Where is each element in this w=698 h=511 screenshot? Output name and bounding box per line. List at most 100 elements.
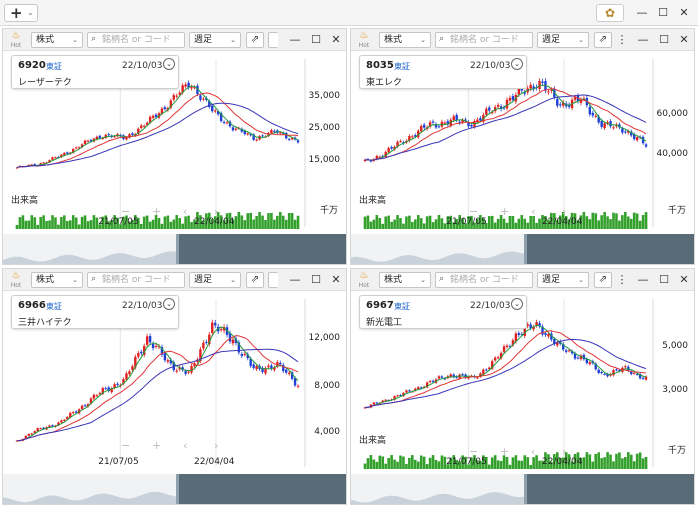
candle-body (216, 111, 220, 115)
hot-button[interactable]: ♨ Hot (354, 30, 374, 50)
symbol-search-input[interactable] (450, 34, 530, 46)
panel-minimize-button[interactable]: — (289, 273, 301, 286)
candle-body (434, 124, 438, 128)
panel-minimize-button[interactable]: — (637, 33, 649, 46)
symbol-search-input[interactable] (102, 34, 182, 46)
close-window-button[interactable]: ✕ (679, 6, 689, 19)
scroll-right-button[interactable]: › (562, 445, 567, 458)
panel-close-button[interactable]: ✕ (679, 33, 689, 46)
chevron-down-icon[interactable]: ⌄ (511, 58, 523, 70)
zoom-out-button[interactable]: − (469, 445, 479, 458)
candle-body (556, 98, 559, 106)
volume-bar (632, 461, 636, 469)
scroll-left-button[interactable]: ‹ (531, 205, 536, 218)
symbol-search[interactable]: ⌕ (87, 272, 185, 288)
zoom-in-button[interactable]: + (152, 205, 162, 218)
volume-bar (626, 216, 630, 229)
expand-button[interactable]: ⇗ (246, 32, 264, 48)
asset-type-select[interactable]: 株式 ⌄ (379, 32, 431, 48)
panel-maximize-button[interactable]: ☐ (659, 33, 669, 46)
symbol-search-input[interactable] (102, 274, 182, 286)
volume-bar (413, 459, 417, 469)
symbol-search[interactable]: ⌕ (435, 272, 533, 288)
price-chart[interactable]: 出来高 千万 − + ‹ › 60,000 40,000 (351, 51, 694, 235)
zoom-out-button[interactable]: − (469, 205, 479, 218)
volume-bar (425, 216, 429, 229)
maximize-window-button[interactable]: ☐ (658, 6, 668, 19)
candle-body (282, 364, 285, 372)
price-chart[interactable]: − + ‹ › 12,000 8,000 4,000 (3, 291, 346, 475)
period-select[interactable]: 週足 ⌄ (537, 272, 589, 288)
candle-body (431, 121, 435, 123)
scroll-left-button[interactable]: ‹ (183, 439, 188, 452)
volume-bar (446, 216, 450, 229)
scroll-right-button[interactable]: › (562, 205, 567, 218)
settings-button[interactable]: ✿ (596, 4, 624, 22)
price-chart[interactable]: 出来高 千万 − + ‹ › 5,000 3,000 (351, 291, 694, 475)
hot-button[interactable]: ♨ Hot (354, 270, 374, 290)
candle-body (564, 350, 568, 352)
blank-tool-button[interactable] (268, 32, 278, 48)
candle-body (446, 121, 450, 125)
volume-bar (632, 212, 636, 229)
blank-tool-button[interactable] (268, 272, 278, 288)
zoom-in-button[interactable]: + (500, 205, 510, 218)
time-navigator[interactable] (3, 474, 346, 504)
scroll-right-button[interactable]: › (214, 205, 219, 218)
panel-minimize-button[interactable]: — (637, 273, 649, 286)
panel-close-button[interactable]: ✕ (331, 273, 341, 286)
time-navigator[interactable] (351, 234, 694, 264)
time-navigator[interactable] (351, 474, 694, 504)
asset-type-select[interactable]: 株式 ⌄ (379, 272, 431, 288)
expand-button[interactable]: ⇗ (246, 272, 264, 288)
period-select[interactable]: 週足 ⌄ (189, 272, 241, 288)
volume-bar (190, 221, 193, 229)
expand-button[interactable]: ⇗ (594, 272, 612, 288)
chevron-down-icon[interactable]: ⌄ (511, 298, 523, 310)
volume-bar (582, 457, 586, 469)
scroll-left-button[interactable]: ‹ (531, 445, 536, 458)
symbol-search[interactable]: ⌕ (435, 32, 533, 48)
panel-minimize-button[interactable]: — (289, 33, 301, 46)
minimize-window-button[interactable]: — (636, 6, 648, 19)
search-icon: ⌕ (91, 34, 97, 44)
candle-body (606, 122, 609, 124)
chevron-down-icon[interactable]: ⌄ (163, 298, 175, 310)
expand-button[interactable]: ⇗ (594, 32, 612, 48)
period-select[interactable]: 週足 ⌄ (537, 32, 589, 48)
hot-button[interactable]: ♨ Hot (6, 270, 26, 290)
time-navigator[interactable] (3, 234, 346, 264)
volume-bar (405, 463, 408, 469)
asset-type-select[interactable]: 株式 ⌄ (31, 272, 83, 288)
more-menu-button[interactable]: ⋮ (615, 33, 629, 47)
zoom-out-button[interactable]: − (121, 205, 131, 218)
volume-bar (532, 216, 535, 229)
volume-bar (550, 461, 553, 469)
panel-maximize-button[interactable]: ☐ (659, 273, 669, 286)
panel-close-button[interactable]: ✕ (679, 273, 689, 286)
more-menu-button[interactable]: ⋮ (615, 273, 629, 287)
scroll-left-button[interactable]: ‹ (183, 205, 188, 218)
symbol-search[interactable]: ⌕ (87, 32, 185, 48)
chevron-down-icon[interactable]: ⌄ (163, 58, 175, 70)
zoom-in-button[interactable]: + (500, 445, 510, 458)
candle-body (95, 395, 99, 397)
add-chart-button[interactable]: + ⌄ (4, 4, 38, 22)
hot-button[interactable]: ♨ Hot (6, 30, 26, 50)
candle-body (72, 148, 75, 153)
candle-body (609, 121, 612, 127)
chevron-down-icon: ⌄ (420, 276, 426, 284)
panel-close-button[interactable]: ✕ (331, 33, 341, 46)
zoom-in-button[interactable]: + (152, 439, 162, 452)
symbol-search-input[interactable] (450, 274, 530, 286)
period-select[interactable]: 週足 ⌄ (189, 32, 241, 48)
zoom-out-button[interactable]: − (121, 439, 131, 452)
price-chart[interactable]: 出来高 千万 − + ‹ › 35,000 25,000 15,000 (3, 51, 346, 235)
asset-type-select[interactable]: 株式 ⌄ (31, 32, 83, 48)
panel-maximize-button[interactable]: ☐ (311, 33, 321, 46)
candle-body (405, 390, 408, 393)
candle-body (529, 324, 532, 329)
volume-bar (600, 215, 603, 229)
scroll-right-button[interactable]: › (214, 439, 219, 452)
panel-maximize-button[interactable]: ☐ (311, 273, 321, 286)
